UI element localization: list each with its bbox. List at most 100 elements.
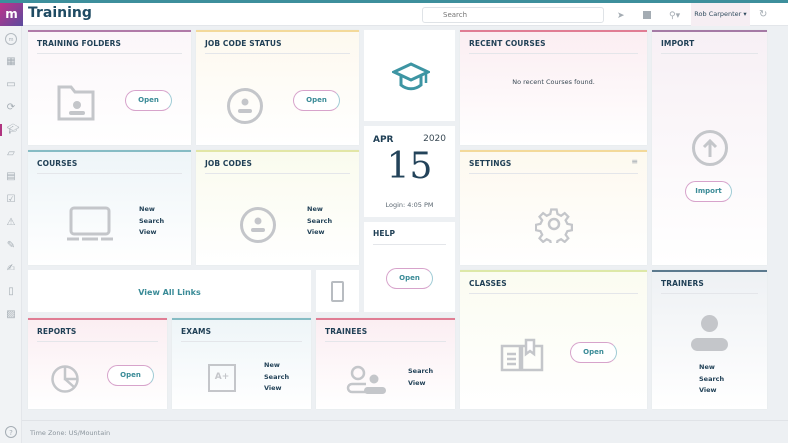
empty-message: No recent Courses found. — [512, 78, 595, 86]
open-button[interactable]: Open — [570, 342, 617, 363]
new-link[interactable]: New — [307, 205, 323, 213]
top-accent-bar — [0, 0, 788, 3]
edit-icon[interactable]: ✎ — [6, 240, 16, 251]
divider — [205, 53, 350, 54]
graduation-cap-icon — [392, 62, 430, 91]
card-title: CLASSES — [469, 279, 507, 288]
card-title: JOB CODE STATUS — [205, 39, 282, 48]
classes-card: CLASSES Open — [460, 270, 647, 409]
alert-icon[interactable] — [643, 11, 651, 19]
footer: Time Zone: US/Mountain — [22, 420, 788, 443]
view-link[interactable]: View — [699, 386, 717, 394]
divider — [205, 173, 350, 174]
divider — [181, 341, 302, 342]
trainers-links: New Search View — [699, 362, 724, 397]
settings-card: SETTINGS ≡ — [460, 150, 647, 265]
new-link[interactable]: New — [699, 363, 715, 371]
open-button[interactable]: Open — [386, 268, 433, 289]
view-link[interactable]: View — [264, 384, 282, 392]
card-title: COURSES — [37, 159, 78, 168]
divider — [469, 173, 638, 174]
exams-card: EXAMS A+ New Search View — [172, 318, 311, 409]
search-link[interactable]: Search — [139, 216, 165, 225]
card-title: REPORTS — [37, 327, 77, 336]
divider — [325, 341, 446, 342]
help-icon[interactable]: ? — [5, 426, 17, 438]
year: 2020 — [423, 134, 446, 144]
trainer-avatar-icon — [701, 315, 718, 332]
menu-icon[interactable]: ≡ — [631, 157, 638, 166]
laptop-icon — [67, 206, 113, 241]
page-title: Training — [28, 5, 92, 21]
help-card: HELP Open — [364, 222, 455, 312]
logout-icon[interactable]: ↻ — [759, 9, 768, 20]
divider — [37, 53, 182, 54]
trainees-card: TRAINEES Search View — [316, 318, 455, 409]
view-link[interactable]: View — [307, 228, 325, 236]
upload-icon — [692, 130, 728, 166]
trainer-body-icon — [691, 338, 728, 351]
card-title: IMPORT — [661, 39, 695, 48]
search-link[interactable]: Search — [408, 367, 434, 375]
month: APR — [373, 135, 394, 145]
view-all-links-tile[interactable]: View All Links — [28, 270, 311, 312]
date-tile: APR 2020 15 Login: 4:05 PM — [364, 126, 455, 217]
clipboard-check-icon[interactable]: ☑ — [6, 194, 16, 205]
open-button[interactable]: Open — [107, 365, 154, 386]
folder-icon[interactable]: ▭ — [6, 79, 16, 90]
document-icon[interactable]: ▯ — [8, 286, 14, 297]
calendar-icon[interactable]: ▤ — [6, 171, 16, 182]
card-title: TRAINEES — [325, 327, 368, 336]
trainees-links: Search View — [408, 366, 433, 389]
courses-links: New Search View — [139, 204, 164, 239]
open-button[interactable]: Open — [125, 90, 172, 111]
user-circle-icon — [240, 207, 276, 243]
training-folders-card: TRAINING FOLDERS Open — [28, 30, 191, 145]
divider — [373, 244, 446, 245]
day: 15 — [386, 146, 433, 187]
user-menu[interactable]: Rob Carpenter ▾ — [691, 3, 750, 26]
app-logo[interactable]: m — [0, 3, 23, 26]
new-link[interactable]: New — [139, 205, 155, 213]
card-title: JOB CODES — [205, 159, 253, 168]
warning-icon[interactable]: ⚠ — [6, 217, 16, 228]
navigate-icon[interactable]: ➤ — [617, 11, 625, 21]
book-icon — [500, 338, 544, 372]
import-card: IMPORT Import — [652, 30, 767, 265]
new-link[interactable]: New — [264, 361, 280, 369]
divider — [661, 293, 758, 294]
search-link[interactable]: Search — [307, 216, 333, 225]
signature-icon[interactable]: ✍ — [6, 263, 16, 274]
divider — [37, 341, 158, 342]
search-link[interactable]: Search — [699, 374, 725, 383]
card-title: SETTINGS — [469, 159, 512, 168]
users-icon — [346, 365, 386, 394]
view-link[interactable]: View — [408, 378, 426, 387]
job-codes-card: JOB CODES New Search View — [196, 150, 359, 265]
login-time: Login: 4:05 PM — [385, 201, 434, 209]
card-title: TRAINERS — [661, 279, 704, 288]
notes-icon[interactable]: ▨ — [6, 309, 16, 320]
mobile-tile[interactable] — [316, 270, 359, 312]
training-tile[interactable] — [364, 30, 455, 121]
search-link[interactable]: Search — [264, 372, 290, 381]
dashboard-icon[interactable]: ▦ — [6, 56, 16, 67]
job-codes-links: New Search View — [307, 204, 332, 239]
user-folder-icon — [57, 85, 95, 121]
link-icon[interactable]: ⚲▾ — [669, 11, 681, 21]
view-all-links[interactable]: View All Links — [138, 288, 201, 297]
sidebar: m ▦ ▭ ⟳ 🎓︎ ▱ ▤ ☑ ⚠ ✎ ✍ ▯ ▨ ? — [0, 26, 22, 443]
view-link[interactable]: View — [139, 228, 157, 236]
search-input[interactable] — [422, 7, 604, 23]
home-icon[interactable]: m — [5, 33, 17, 45]
divider — [469, 53, 638, 54]
import-button[interactable]: Import — [685, 181, 732, 202]
folder-open-icon[interactable]: ▱ — [7, 148, 15, 159]
card-title: TRAINING FOLDERS — [37, 39, 122, 48]
refresh-icon[interactable]: ⟳ — [6, 102, 16, 113]
card-title: RECENT COURSES — [469, 39, 546, 48]
open-button[interactable]: Open — [293, 90, 340, 111]
training-cap-icon[interactable]: 🎓︎ — [0, 124, 22, 136]
gear-icon — [535, 208, 573, 243]
timezone: Time Zone: US/Mountain — [30, 429, 111, 437]
